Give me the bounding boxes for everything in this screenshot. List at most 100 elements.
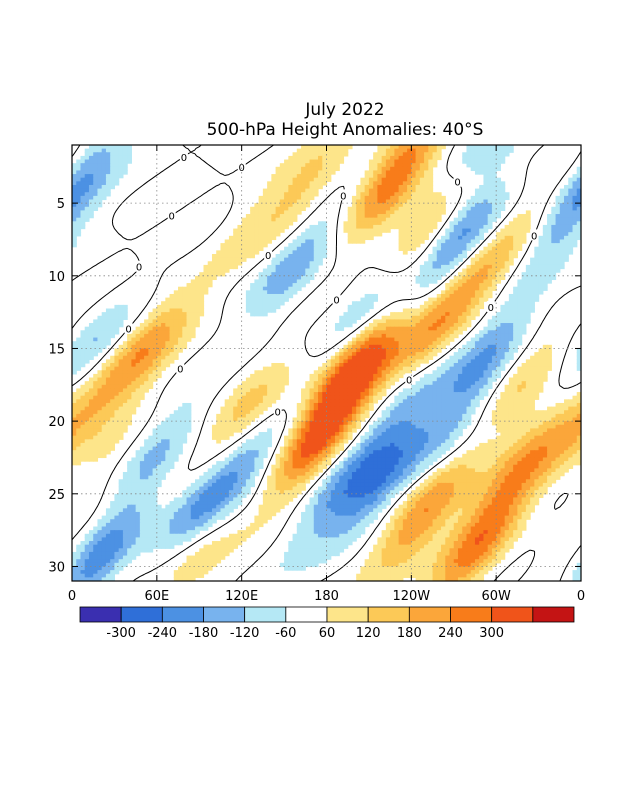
anomaly-cell	[122, 308, 128, 313]
anomaly-cell	[199, 275, 205, 281]
anomaly-cell	[313, 439, 319, 444]
anomaly-cell	[508, 228, 514, 233]
anomaly-cell	[407, 417, 412, 422]
anomaly-cell	[318, 402, 323, 408]
anomaly-cell	[564, 424, 569, 429]
anomaly-cell	[351, 344, 357, 350]
anomaly-cell	[513, 341, 518, 346]
anomaly-cell	[254, 250, 260, 255]
anomaly-cell	[178, 323, 183, 328]
anomaly-cell	[122, 352, 128, 357]
anomaly-cell	[564, 435, 569, 440]
anomaly-cell	[101, 402, 107, 408]
anomaly-cell	[390, 166, 395, 172]
anomaly-cell	[284, 283, 289, 288]
anomaly-cell	[241, 246, 247, 251]
anomaly-cell	[131, 373, 137, 379]
anomaly-cell	[216, 424, 222, 429]
anomaly-cell	[373, 203, 378, 208]
anomaly-cell	[415, 417, 421, 422]
anomaly-cell	[542, 424, 548, 429]
anomaly-cell	[381, 424, 387, 429]
anomaly-cell	[97, 315, 103, 320]
anomaly-cell	[318, 413, 323, 419]
anomaly-cell	[377, 199, 383, 204]
anomaly-cell	[93, 341, 99, 346]
anomaly-cell	[542, 366, 548, 371]
anomaly-cell	[449, 363, 455, 368]
anomaly-cell	[572, 206, 578, 211]
anomaly-cell	[445, 243, 451, 248]
anomaly-cell	[457, 384, 463, 390]
anomaly-cell	[415, 410, 421, 415]
anomaly-cell	[453, 428, 459, 433]
anomaly-cell	[377, 359, 383, 364]
anomaly-cell	[364, 337, 370, 342]
anomaly-cell	[292, 203, 298, 208]
anomaly-cell	[144, 363, 149, 368]
anomaly-cell	[288, 293, 294, 299]
anomaly-cell	[292, 170, 298, 175]
anomaly-cell	[441, 384, 446, 390]
anomaly-cell	[84, 428, 90, 433]
anomaly-cell	[479, 297, 485, 302]
anomaly-cell	[118, 159, 124, 164]
anomaly-cell	[122, 155, 128, 161]
anomaly-cell	[356, 355, 362, 360]
anomaly-cell	[576, 421, 581, 426]
anomaly-cell	[432, 435, 438, 440]
anomaly-cell	[182, 413, 188, 419]
anomaly-cell	[105, 181, 111, 186]
anomaly-cell	[415, 232, 421, 237]
anomaly-cell	[88, 384, 94, 390]
anomaly-cell	[496, 348, 502, 353]
anomaly-cell	[279, 203, 285, 208]
anomaly-cell	[385, 166, 391, 172]
anomaly-cell	[500, 304, 506, 310]
anomaly-cell	[110, 181, 116, 186]
anomaly-cell	[564, 192, 569, 197]
anomaly-cell	[322, 413, 328, 419]
anomaly-cell	[330, 155, 336, 161]
anomaly-cell	[500, 402, 506, 408]
anomaly-cell	[496, 192, 502, 197]
anomaly-cell	[381, 159, 387, 164]
anomaly-cell	[258, 312, 264, 317]
anomaly-cell	[169, 315, 175, 320]
anomaly-cell	[479, 330, 485, 335]
anomaly-cell	[508, 232, 514, 237]
anomaly-cell	[267, 373, 272, 379]
anomaly-cell	[441, 406, 446, 411]
anomaly-cell	[288, 217, 294, 222]
anomaly-cell	[445, 246, 451, 251]
anomaly-cell	[513, 399, 518, 404]
anomaly-cell	[555, 214, 561, 219]
anomaly-cell	[419, 341, 425, 346]
anomaly-cell	[500, 406, 506, 411]
anomaly-cell	[339, 395, 345, 400]
anomaly-cell	[220, 257, 226, 262]
anomaly-cell	[415, 402, 421, 408]
anomaly-cell	[411, 224, 417, 230]
anomaly-cell	[267, 203, 272, 208]
anomaly-cell	[390, 206, 395, 211]
anomaly-cell	[131, 352, 137, 357]
anomaly-cell	[491, 410, 497, 415]
anomaly-cell	[199, 283, 205, 288]
anomaly-cell	[547, 344, 552, 350]
anomaly-cell	[381, 388, 387, 393]
anomaly-cell	[334, 435, 340, 440]
anomaly-cell	[186, 406, 192, 411]
anomaly-cell	[360, 344, 366, 350]
anomaly-cell	[313, 250, 319, 255]
anomaly-cell	[513, 432, 518, 437]
anomaly-cell	[296, 413, 302, 419]
anomaly-cell	[445, 363, 451, 368]
anomaly-cell	[385, 337, 391, 342]
anomaly-cell	[80, 166, 86, 172]
anomaly-cell	[407, 399, 412, 404]
anomaly-cell	[241, 254, 247, 259]
anomaly-cell	[394, 192, 400, 197]
anomaly-cell	[262, 206, 268, 211]
anomaly-cell	[339, 421, 345, 426]
